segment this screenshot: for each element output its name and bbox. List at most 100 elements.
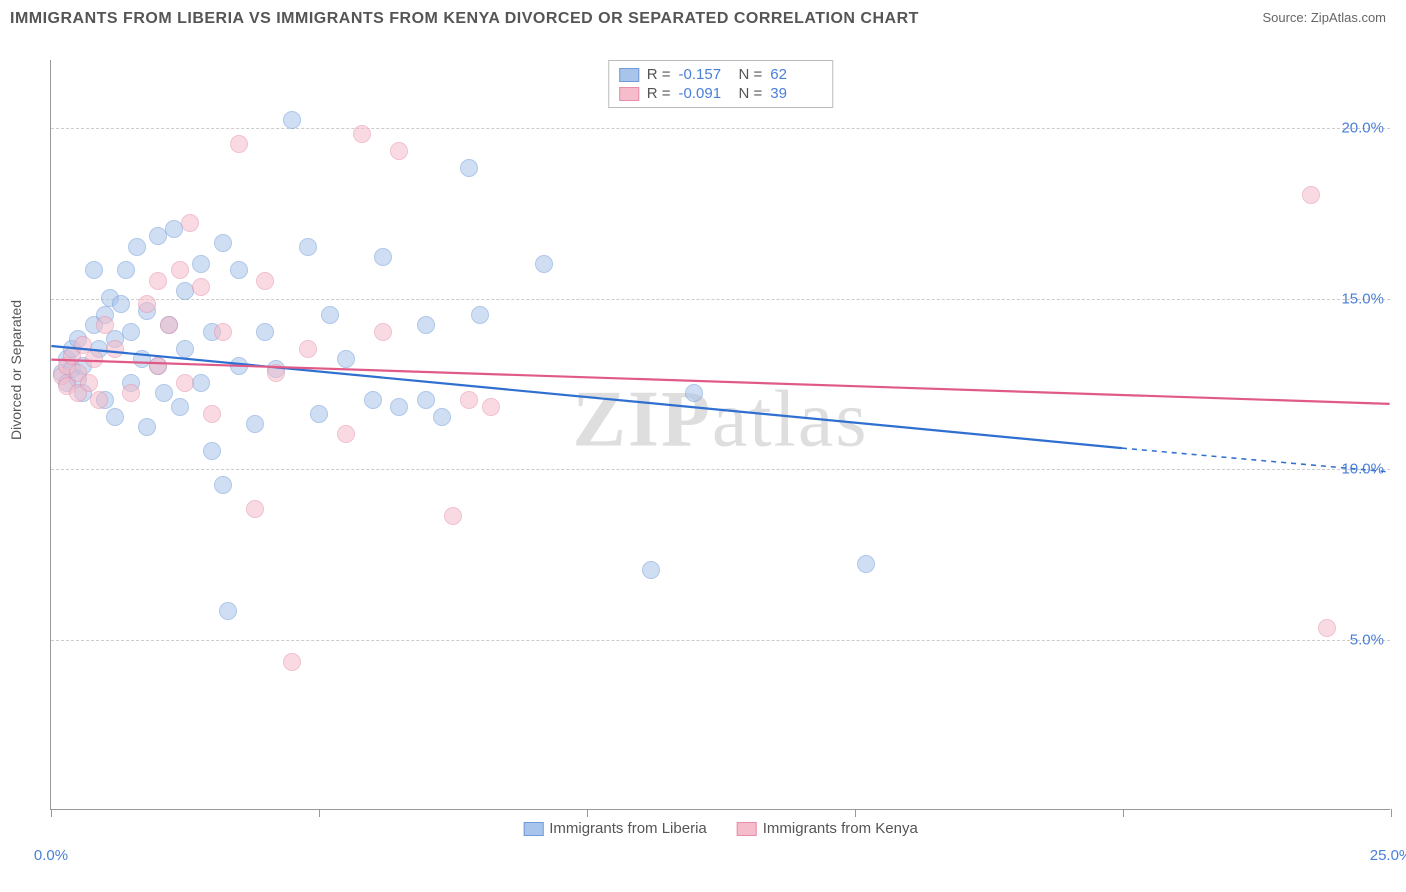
scatter-point bbox=[149, 357, 167, 375]
scatter-point bbox=[1302, 186, 1320, 204]
legend-r-label: R = bbox=[647, 85, 671, 102]
scatter-point bbox=[267, 364, 285, 382]
scatter-point bbox=[117, 261, 135, 279]
scatter-point bbox=[337, 350, 355, 368]
scatter-point bbox=[176, 340, 194, 358]
gridline-h bbox=[51, 640, 1390, 641]
scatter-point bbox=[80, 374, 98, 392]
trend-line bbox=[51, 346, 1122, 448]
legend-series-label: Immigrants from Kenya bbox=[763, 820, 918, 837]
legend-n-value: 62 bbox=[770, 66, 822, 83]
scatter-point bbox=[203, 405, 221, 423]
legend-swatch bbox=[523, 822, 543, 836]
scatter-point bbox=[364, 391, 382, 409]
legend-series-item: Immigrants from Liberia bbox=[523, 820, 707, 837]
scatter-point bbox=[283, 653, 301, 671]
scatter-point bbox=[106, 340, 124, 358]
gridline-h bbox=[51, 299, 1390, 300]
scatter-point bbox=[203, 442, 221, 460]
scatter-point bbox=[171, 261, 189, 279]
scatter-point bbox=[192, 278, 210, 296]
scatter-point bbox=[85, 261, 103, 279]
scatter-point bbox=[444, 507, 462, 525]
scatter-point bbox=[310, 405, 328, 423]
scatter-point bbox=[417, 391, 435, 409]
scatter-point bbox=[122, 323, 140, 341]
scatter-point bbox=[85, 350, 103, 368]
scatter-point bbox=[149, 272, 167, 290]
scatter-point bbox=[256, 272, 274, 290]
legend-stats: R = -0.157 N = 62R = -0.091 N = 39 bbox=[608, 60, 834, 108]
watermark: ZIPatlas bbox=[573, 374, 869, 465]
trend-line bbox=[51, 360, 1389, 404]
legend-stats-row: R = -0.091 N = 39 bbox=[619, 84, 823, 103]
legend-stats-row: R =-0.157N =62 bbox=[619, 65, 823, 84]
scatter-point bbox=[471, 306, 489, 324]
scatter-point bbox=[214, 234, 232, 252]
scatter-point bbox=[460, 159, 478, 177]
legend-series: Immigrants from Liberia Immigrants from K… bbox=[523, 820, 918, 837]
legend-swatch bbox=[737, 822, 757, 836]
scatter-point bbox=[246, 500, 264, 518]
scatter-point bbox=[219, 602, 237, 620]
y-tick-label: 15.0% bbox=[1341, 290, 1384, 307]
scatter-point bbox=[642, 561, 660, 579]
scatter-point bbox=[181, 214, 199, 232]
x-tick bbox=[51, 809, 52, 817]
x-tick bbox=[319, 809, 320, 817]
scatter-point bbox=[374, 248, 392, 266]
scatter-point bbox=[138, 418, 156, 436]
scatter-point bbox=[460, 391, 478, 409]
scatter-point bbox=[106, 408, 124, 426]
gridline-h bbox=[51, 469, 1390, 470]
scatter-point bbox=[535, 255, 553, 273]
gridline-h bbox=[51, 128, 1390, 129]
legend-r-value: -0.091 bbox=[679, 85, 731, 102]
scatter-point bbox=[230, 357, 248, 375]
scatter-point bbox=[176, 374, 194, 392]
scatter-point bbox=[321, 306, 339, 324]
x-tick bbox=[855, 809, 856, 817]
scatter-point bbox=[433, 408, 451, 426]
scatter-point bbox=[230, 261, 248, 279]
x-tick bbox=[1123, 809, 1124, 817]
scatter-point bbox=[160, 316, 178, 334]
scatter-point bbox=[1318, 619, 1336, 637]
scatter-point bbox=[390, 398, 408, 416]
scatter-point bbox=[390, 142, 408, 160]
scatter-point bbox=[417, 316, 435, 334]
scatter-point bbox=[90, 391, 108, 409]
legend-r-value: -0.157 bbox=[679, 66, 731, 83]
scatter-point bbox=[128, 238, 146, 256]
scatter-point bbox=[337, 425, 355, 443]
y-axis-label: Divorced or Separated bbox=[8, 300, 24, 440]
scatter-point bbox=[353, 125, 371, 143]
y-tick-label: 10.0% bbox=[1341, 461, 1384, 478]
scatter-point bbox=[283, 111, 301, 129]
scatter-point bbox=[192, 255, 210, 273]
scatter-point bbox=[155, 384, 173, 402]
legend-n-label: N = bbox=[739, 66, 763, 83]
legend-series-item: Immigrants from Kenya bbox=[737, 820, 918, 837]
legend-swatch bbox=[619, 68, 639, 82]
scatter-point bbox=[299, 340, 317, 358]
scatter-point bbox=[299, 238, 317, 256]
scatter-point bbox=[122, 384, 140, 402]
x-tick bbox=[1391, 809, 1392, 817]
chart-title: IMMIGRANTS FROM LIBERIA VS IMMIGRANTS FR… bbox=[10, 10, 919, 28]
scatter-point bbox=[214, 323, 232, 341]
legend-n-label: N = bbox=[739, 85, 763, 102]
legend-swatch bbox=[619, 87, 639, 101]
scatter-point bbox=[685, 384, 703, 402]
scatter-point bbox=[96, 316, 114, 334]
legend-series-label: Immigrants from Liberia bbox=[549, 820, 707, 837]
scatter-point bbox=[246, 415, 264, 433]
legend-n-value: 39 bbox=[770, 85, 822, 102]
x-tick-label: 25.0% bbox=[1370, 847, 1406, 864]
scatter-point bbox=[374, 323, 392, 341]
scatter-point bbox=[192, 374, 210, 392]
scatter-point bbox=[256, 323, 274, 341]
scatter-point bbox=[230, 135, 248, 153]
source-label: Source: ZipAtlas.com bbox=[1262, 10, 1386, 25]
x-tick bbox=[587, 809, 588, 817]
